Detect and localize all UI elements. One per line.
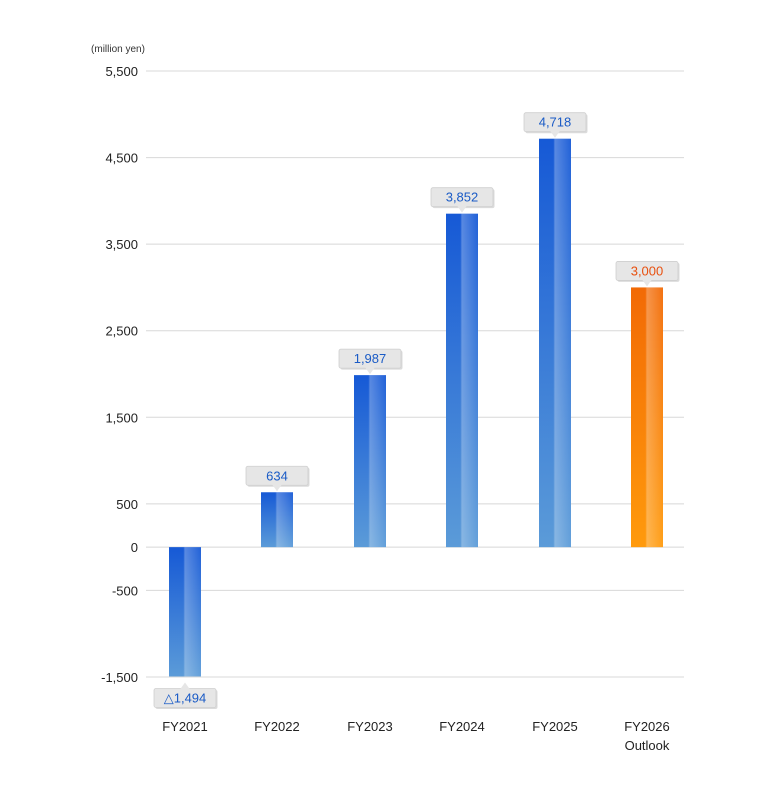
callout-pointer (180, 682, 190, 690)
x-axis-tick-labels: FY2021 FY2022 FY2023 FY2024 FY2025 FY2026 Outl… (162, 719, 670, 753)
callout-pointer (457, 205, 467, 213)
callout-pointer (550, 130, 560, 138)
x-tick-label: FY2024 (439, 719, 485, 734)
bar-highlight (169, 547, 201, 677)
y-tick-label: -500 (112, 583, 138, 598)
x-tick-label: FY2025 (532, 719, 578, 734)
x-tick-label: FY2021 (162, 719, 208, 734)
y-tick-label: 5,500 (105, 64, 138, 79)
value-callout: 634 (245, 465, 310, 492)
callout-pointer (365, 367, 375, 375)
value-callout: 3,000 (615, 261, 680, 287)
bar-highlight (354, 375, 386, 548)
y-tick-label: 2,500 (105, 324, 138, 339)
bar-highlight (631, 287, 663, 548)
x-tick-label: FY2026 Outlook (624, 719, 670, 753)
bars (169, 138, 663, 677)
callout-pointer (642, 279, 652, 287)
value-callout: △1,494 (153, 682, 218, 709)
bar-highlight (539, 138, 571, 548)
value-callout: 1,987 (338, 348, 403, 375)
y-tick-label: 3,500 (105, 237, 138, 252)
data-label: 3,000 (631, 263, 664, 278)
data-label: △1,494 (164, 690, 207, 705)
x-tick-label: FY2023 (347, 719, 393, 734)
value-callout: 3,852 (430, 187, 495, 213)
data-label: 1,987 (354, 351, 387, 366)
x-tick-label: FY2022 (254, 719, 300, 734)
y-axis-tick-labels: 5,500 4,500 3,500 2,500 1,500 500 0 -500 -1,500 (101, 64, 138, 685)
bar-highlight (261, 492, 293, 548)
data-label: 634 (266, 468, 288, 483)
grid-lines (146, 70, 684, 678)
callout-pointer (272, 484, 282, 492)
unit-label: (million yen) (91, 44, 145, 55)
value-callouts: △1,494 634 1,987 3,852 4,718 3,000 (153, 112, 680, 709)
y-tick-label: -1,500 (101, 670, 138, 685)
y-tick-label: 4,500 (105, 151, 138, 166)
data-label: 3,852 (446, 190, 479, 205)
y-tick-label: 0 (131, 540, 138, 555)
value-callout: 4,718 (523, 112, 588, 138)
y-tick-label: 500 (116, 497, 138, 512)
y-tick-label: 1,500 (105, 410, 138, 425)
bar-highlight (446, 213, 478, 548)
data-label: 4,718 (539, 115, 572, 130)
